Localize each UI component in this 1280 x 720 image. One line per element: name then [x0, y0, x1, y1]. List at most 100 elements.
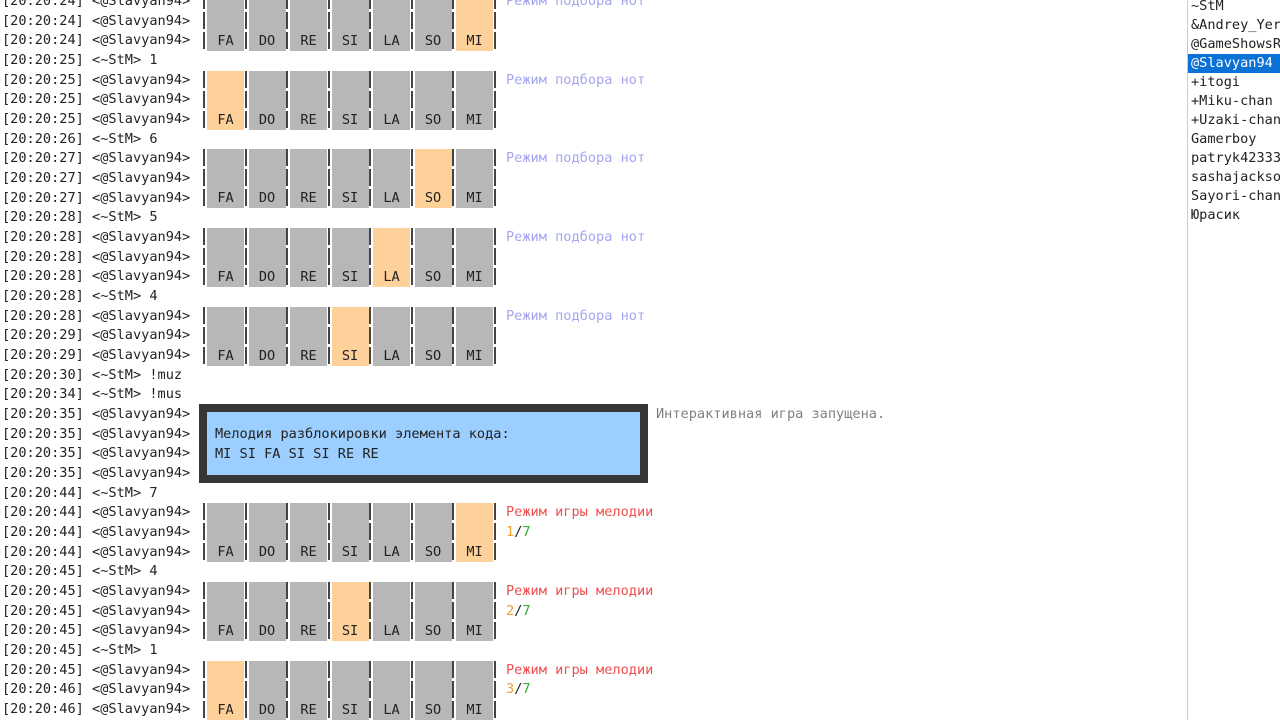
piano-key-la[interactable]: LA — [373, 306, 410, 366]
message-nick: <~StM> — [92, 209, 142, 226]
piano-key-so[interactable]: SO — [414, 0, 452, 51]
piano-keys: FA DO RE SI LA SO MI — [203, 306, 496, 366]
piano-key-do[interactable]: DO — [248, 149, 286, 209]
piano-key-so[interactable]: SO — [414, 306, 452, 366]
piano-key-so[interactable]: SO — [414, 228, 452, 288]
piano-key-si[interactable]: SI — [331, 70, 369, 130]
piano-key-fa[interactable]: FA — [207, 582, 244, 642]
piano-key-la[interactable]: LA — [373, 149, 410, 209]
piano-key-do[interactable]: DO — [248, 0, 286, 51]
progress-step: 3 — [506, 681, 515, 698]
key-separator — [369, 582, 371, 642]
piano-key-mi[interactable]: MI — [456, 660, 493, 720]
key-separator — [203, 70, 205, 130]
piano-key-fa[interactable]: FA — [207, 0, 244, 51]
piano-key-mi[interactable]: MI — [456, 582, 493, 642]
piano-key-do[interactable]: DO — [248, 503, 286, 563]
chat-line: [20:20:45] <~StM> 4 — [2, 561, 158, 581]
chat-line: [20:20:44] <@Slavyan94> — [2, 502, 198, 522]
message-time: [20:20:28] — [2, 229, 84, 246]
melody-progress: 1/7 — [506, 524, 531, 541]
message-nick: <@Slavyan94> — [92, 425, 191, 442]
user-list-item[interactable]: @GameShowsR — [1191, 36, 1280, 52]
user-list-item[interactable]: patryk42333 — [1191, 150, 1280, 166]
key-separator — [369, 306, 371, 366]
user-list-item[interactable]: +itogi — [1191, 74, 1241, 90]
piano-keys: FA DO RE SI LA SO MI — [203, 228, 496, 288]
piano-key-re[interactable]: RE — [290, 228, 327, 288]
message-text: 1 — [149, 642, 158, 659]
message-text: 7 — [149, 484, 158, 501]
piano-key-mi[interactable]: MI — [456, 149, 493, 209]
piano-key-si[interactable]: SI — [331, 149, 369, 209]
piano-key-mi[interactable]: MI — [456, 503, 493, 563]
piano-key-si[interactable]: SI — [331, 0, 369, 51]
user-list-item[interactable]: @Slavyan94 — [1188, 54, 1280, 73]
piano-key-so[interactable]: SO — [414, 582, 452, 642]
message-time: [20:20:28] — [2, 268, 84, 285]
piano-key-re[interactable]: RE — [290, 149, 327, 209]
key-separator — [327, 582, 330, 642]
piano-key-la[interactable]: LA — [373, 503, 410, 563]
piano-key-la[interactable]: LA — [373, 228, 410, 288]
piano-key-do[interactable]: DO — [248, 582, 286, 642]
message-time: [20:20:27] — [2, 170, 84, 187]
key-separator — [244, 660, 247, 720]
user-list-item[interactable]: sashajackso — [1191, 169, 1280, 185]
message-time: [20:20:29] — [2, 327, 84, 344]
piano-key-fa[interactable]: FA — [207, 503, 244, 563]
piano-key-si[interactable]: SI — [331, 660, 369, 720]
piano-key-do[interactable]: DO — [248, 660, 286, 720]
user-list-item[interactable]: Sayori-chan — [1191, 188, 1280, 204]
piano-key-re[interactable]: RE — [290, 0, 327, 51]
piano-key-re[interactable]: RE — [290, 306, 327, 366]
user-list-item[interactable]: +Uzaki-chan — [1191, 112, 1280, 128]
message-time: [20:20:28] — [2, 307, 84, 324]
message-nick: <@Slavyan94> — [92, 71, 191, 88]
piano-key-fa[interactable]: FA — [207, 660, 244, 720]
piano-key-so[interactable]: SO — [414, 503, 452, 563]
message-nick: <@Slavyan94> — [92, 12, 191, 29]
chat-line: [20:20:29] <@Slavyan94> — [2, 345, 198, 365]
user-list-item[interactable]: &Andrey_Yer — [1191, 17, 1280, 33]
piano-key-la[interactable]: LA — [373, 660, 410, 720]
piano-key-si[interactable]: SI — [331, 503, 369, 563]
piano-key-mi[interactable]: MI — [456, 70, 493, 130]
piano-key-so[interactable]: SO — [414, 660, 452, 720]
piano-key-so[interactable]: SO — [414, 149, 452, 209]
piano-key-mi[interactable]: MI — [456, 306, 493, 366]
message-time: [20:20:28] — [2, 209, 84, 226]
piano-key-mi[interactable]: MI — [456, 0, 493, 51]
user-list-item[interactable]: Юрасик — [1191, 207, 1241, 223]
key-separator — [286, 503, 288, 563]
piano-key-si[interactable]: SI — [331, 306, 369, 366]
piano-key-si[interactable]: SI — [331, 228, 369, 288]
user-list-item[interactable]: ~StM — [1191, 0, 1224, 14]
piano-key-re[interactable]: RE — [290, 660, 327, 720]
message-time: [20:20:24] — [2, 32, 84, 49]
key-separator — [327, 149, 330, 209]
piano-key-fa[interactable]: FA — [207, 228, 244, 288]
piano-key-do[interactable]: DO — [248, 306, 286, 366]
piano-key-so[interactable]: SO — [414, 70, 452, 130]
piano-key-mi[interactable]: MI — [456, 228, 493, 288]
user-list-item[interactable]: +Miku-chan — [1191, 93, 1273, 109]
piano-key-fa[interactable]: FA — [207, 149, 244, 209]
piano-key-fa[interactable]: FA — [207, 70, 244, 130]
chat-line: [20:20:26] <~StM> 6 — [2, 129, 158, 149]
piano-key-re[interactable]: RE — [290, 70, 327, 130]
key-separator — [203, 0, 205, 51]
user-list[interactable]: ~StM &Andrey_Yer @GameShowsR @Slavyan94 +ito… — [1187, 0, 1280, 720]
piano-key-do[interactable]: DO — [248, 228, 286, 288]
piano-key-re[interactable]: RE — [290, 582, 327, 642]
message-nick: <@Slavyan94> — [92, 229, 191, 246]
user-list-item[interactable]: Gamerboy — [1191, 131, 1257, 147]
chat-line: [20:20:28] <@Slavyan94> — [2, 306, 198, 326]
piano-key-do[interactable]: DO — [248, 70, 286, 130]
piano-key-fa[interactable]: FA — [207, 306, 244, 366]
piano-key-la[interactable]: LA — [373, 0, 410, 51]
piano-key-re[interactable]: RE — [290, 503, 327, 563]
piano-key-si[interactable]: SI — [331, 582, 369, 642]
piano-key-la[interactable]: LA — [373, 70, 410, 130]
piano-key-la[interactable]: LA — [373, 582, 410, 642]
